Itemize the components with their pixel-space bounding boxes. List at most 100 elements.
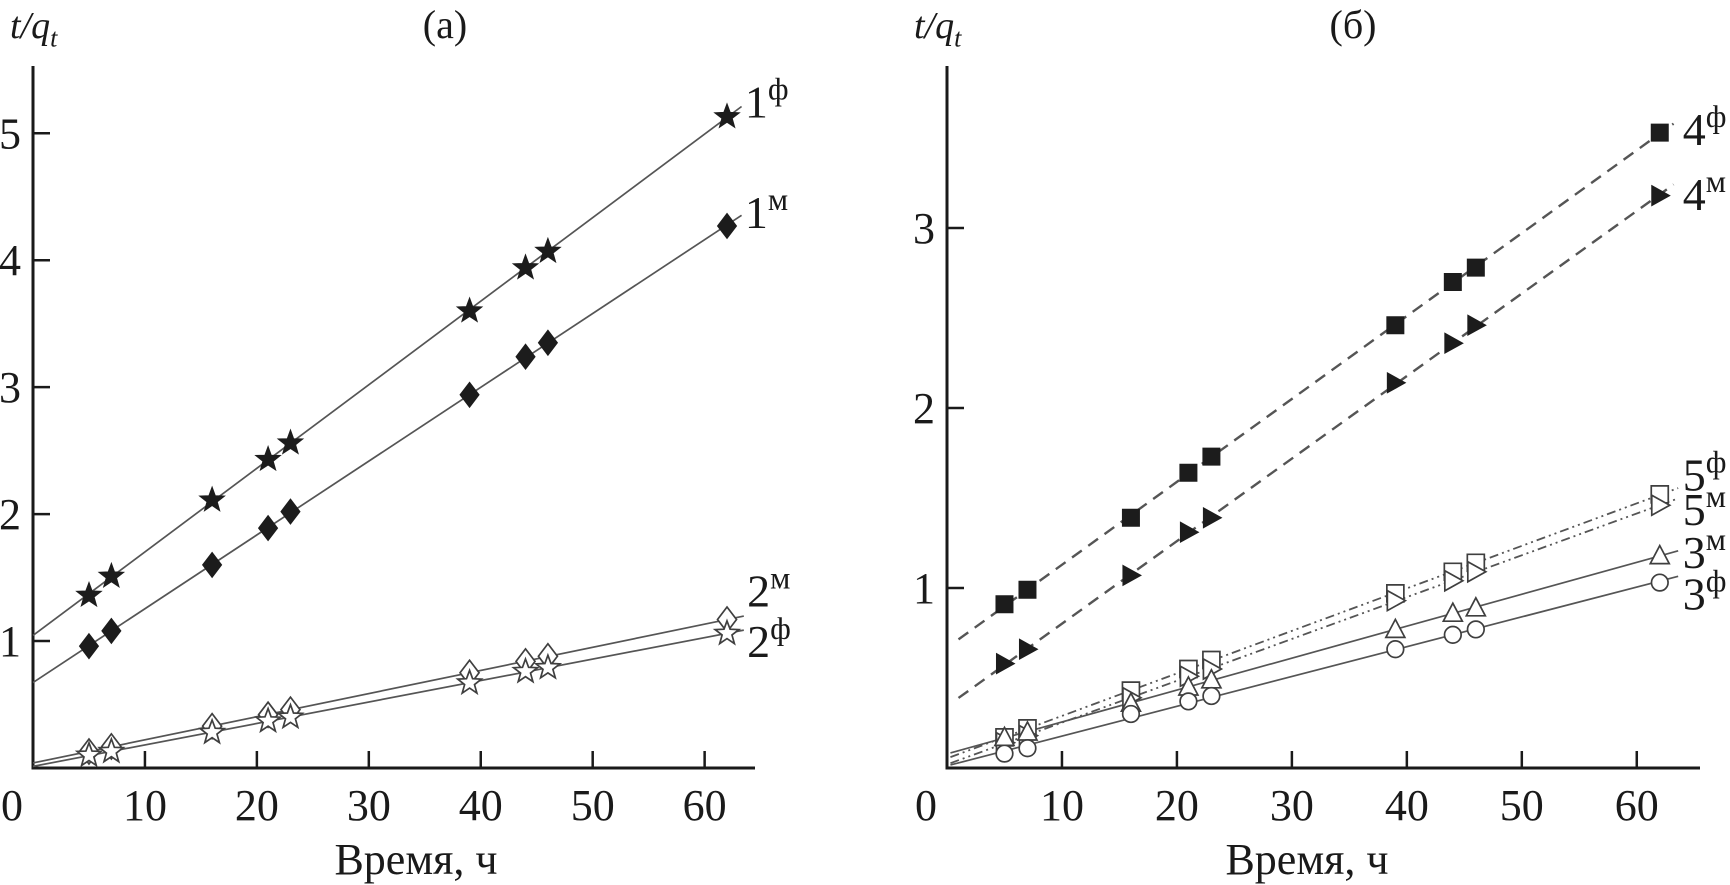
marker-4м	[1467, 314, 1487, 337]
fit-line-3ф	[950, 575, 1679, 766]
x-tick-label: 50	[1500, 781, 1544, 830]
marker-5м	[1386, 589, 1408, 613]
y-tick-label: 1	[913, 564, 935, 613]
marker-3м	[1464, 595, 1487, 617]
marker-4м	[1444, 332, 1464, 355]
marker-1м	[459, 381, 480, 409]
marker-3ф	[1466, 620, 1485, 639]
y-tick-label: 1	[0, 617, 21, 666]
axis-lines	[31, 66, 755, 770]
x-tick-label: 20	[235, 781, 279, 830]
marker-2ф	[97, 736, 126, 764]
marker-5м	[1466, 560, 1488, 584]
marker-3ф	[1443, 625, 1462, 644]
y-tick-label: 3	[0, 363, 21, 412]
fit-line-3м	[950, 550, 1679, 754]
x-tick-label: 10	[123, 781, 167, 830]
y-tick-label: 5	[0, 109, 21, 158]
fit-line-4ф	[957, 122, 1675, 641]
marker-1ф	[254, 445, 282, 472]
x-tick-label: 40	[1385, 781, 1429, 830]
marker-2ф	[197, 717, 227, 745]
series-label-2м: 2м	[747, 559, 790, 616]
marker-1ф	[97, 561, 126, 588]
marker-1ф	[276, 428, 305, 455]
axis-lines	[945, 66, 1700, 770]
marker-1м	[101, 617, 122, 645]
y-tick-label: 2	[913, 384, 935, 433]
x-tick-label: 40	[459, 781, 503, 830]
marker-4ф	[1179, 463, 1198, 482]
series-label-1ф: 1ф	[745, 71, 789, 128]
fit-line-1ф	[32, 105, 743, 637]
series-3м	[993, 543, 1671, 747]
marker-3м	[1384, 617, 1407, 639]
x-tick-label: 0	[1, 781, 23, 830]
marker-5м	[1650, 493, 1672, 517]
series-3ф	[995, 573, 1669, 763]
series-4ф	[995, 123, 1669, 614]
series-1ф	[75, 102, 741, 608]
panel-a-title: (а)	[422, 2, 468, 47]
marker-3ф	[1018, 739, 1037, 758]
marker-4м	[1651, 184, 1671, 207]
marker-4м	[1179, 521, 1200, 544]
marker-4ф	[1202, 447, 1221, 466]
x-tick-label: 50	[571, 781, 615, 830]
marker-1ф	[511, 253, 540, 280]
x-tick-label: 30	[347, 781, 391, 830]
marker-4ф	[1018, 580, 1037, 599]
fit-line-2ф	[32, 629, 744, 768]
series-2ф	[74, 618, 742, 768]
marker-3ф	[995, 744, 1014, 763]
marker-1ф	[455, 296, 484, 323]
marker-4ф	[1121, 508, 1140, 527]
series-label-4ф: 4ф	[1683, 98, 1727, 155]
x-tick-label: 0	[915, 781, 937, 830]
y-tick-label: 4	[0, 236, 21, 285]
marker-4м	[1122, 564, 1142, 587]
marker-4м	[995, 652, 1016, 675]
marker-4м	[1202, 506, 1223, 529]
marker-5м	[1443, 569, 1465, 593]
fit-line-1м	[32, 214, 743, 684]
marker-1ф	[198, 485, 226, 512]
x-tick-label: 60	[683, 781, 727, 830]
marker-1ф	[534, 236, 562, 264]
marker-1м	[201, 551, 223, 579]
x-tick-label: 60	[1615, 781, 1659, 830]
panel-a-xaxis-label: Время, ч	[334, 835, 498, 884]
series-4м	[995, 184, 1671, 675]
marker-1м	[280, 498, 301, 525]
marker-4ф	[995, 595, 1014, 614]
series-label-5ф: 5ф	[1683, 444, 1727, 501]
marker-2ф	[455, 667, 484, 696]
marker-4м	[1018, 638, 1039, 661]
marker-1м	[537, 329, 559, 357]
series-1м	[78, 212, 738, 660]
marker-2ф	[511, 656, 540, 684]
x-tick-label: 10	[1040, 781, 1084, 830]
marker-4ф	[1443, 273, 1462, 291]
marker-4ф	[1466, 258, 1485, 277]
marker-1ф	[75, 580, 103, 608]
marker-2ф	[74, 740, 104, 768]
marker-1м	[78, 632, 100, 660]
marker-3м	[1648, 543, 1671, 565]
marker-3ф	[1202, 686, 1221, 706]
marker-2ф	[276, 702, 305, 730]
fit-line-4м	[957, 183, 1675, 699]
marker-3ф	[1121, 704, 1141, 724]
series-label-4м: 4м	[1683, 163, 1726, 220]
y-tick-label: 3	[913, 204, 935, 253]
panel-b-xaxis-label: Время, ч	[1225, 835, 1389, 884]
panel-b-yaxis-label: t/qt	[914, 5, 962, 53]
marker-3ф	[1386, 640, 1405, 659]
marker-2ф	[253, 706, 283, 734]
marker-3ф	[1179, 692, 1198, 711]
marker-2ф	[712, 618, 742, 646]
marker-1м	[716, 212, 738, 240]
